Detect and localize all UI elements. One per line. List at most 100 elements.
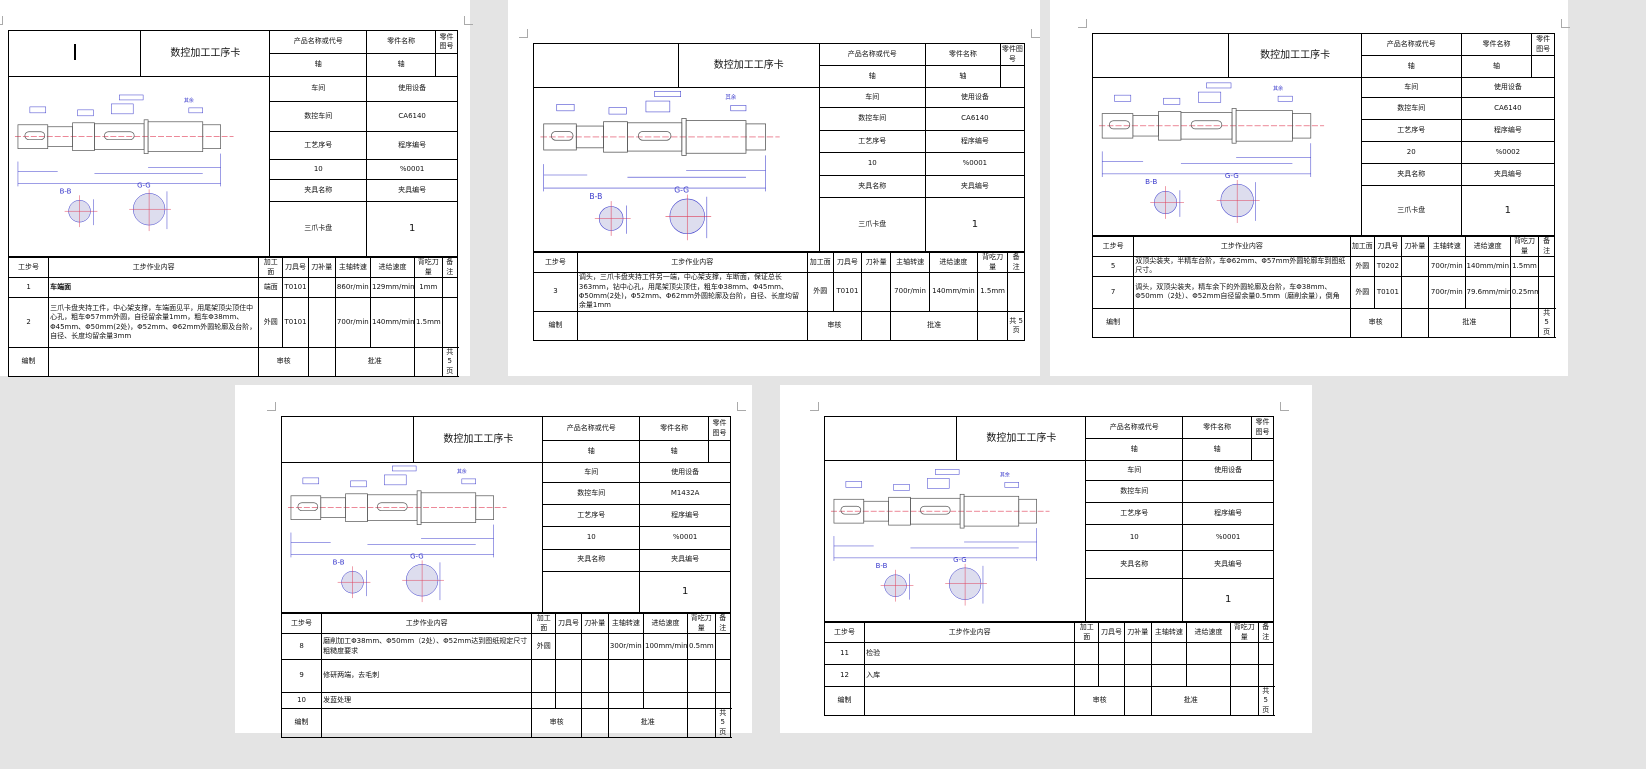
process-no-value: 10 xyxy=(1085,524,1184,551)
machining-surface: 外圆 xyxy=(1349,275,1376,309)
document-page: 数控加工工序卡 产品名称或代号 零件名称 零件图号 轴轴 xyxy=(1050,0,1570,376)
label-author: 编制 xyxy=(280,708,323,739)
part-no-value xyxy=(707,440,731,463)
section-label-b: B-B xyxy=(1145,177,1157,186)
label-product: 产品名称或代号 xyxy=(542,416,641,441)
part-no-value xyxy=(1250,438,1274,461)
spindle-speed xyxy=(1150,642,1188,665)
shaft-drawing: B-B G-G 其余 xyxy=(540,90,780,241)
label-equipment: 使用设备 xyxy=(1460,77,1556,98)
label-author: 编制 xyxy=(533,310,578,342)
table-row[interactable]: 11 检验 xyxy=(823,642,1274,665)
feed-rate: 129mm/min xyxy=(370,277,415,298)
step-no: 1 xyxy=(7,277,50,298)
column-header: 主轴转速 xyxy=(1428,236,1466,257)
cut-depth xyxy=(1229,664,1259,687)
machining-surface xyxy=(531,659,557,694)
label-part-no: 零件图号 xyxy=(1531,33,1555,56)
product-value: 轴 xyxy=(542,440,641,463)
steps-table: 工步号 工步作业内容 加工面 刀具号 刀补量 主轴转速 进给速度 背吃刀量 备注 1 车端面 端面 T0… xyxy=(7,257,458,378)
remark xyxy=(1007,272,1025,312)
review-value xyxy=(1400,307,1430,339)
tool-no xyxy=(555,633,582,661)
table-row[interactable]: 9 修研两端，去毛刺 xyxy=(280,659,731,694)
table-row[interactable]: 2 三爪卡盘夹持工件，中心架支撑，车端面见平，用尾架顶尖顶住中心孔，粗车Φ57mm… xyxy=(7,297,458,348)
step-content: 双顶尖装夹，半精车台阶，车Φ62mm、Φ57mm外圆轮廓车到图纸尺寸。 xyxy=(1133,256,1351,277)
remark xyxy=(714,659,731,694)
author-value xyxy=(1133,307,1351,339)
tool-no xyxy=(1098,664,1125,687)
tool-offset xyxy=(1400,275,1430,309)
label-product: 产品名称或代号 xyxy=(269,30,368,54)
equipment-value: M1432A xyxy=(639,482,731,506)
label-program-no: 程序编号 xyxy=(1182,502,1274,525)
column-header: 备注 xyxy=(1538,236,1555,257)
crop-mark xyxy=(1561,19,1570,28)
table-row[interactable]: 12 入库 xyxy=(823,664,1274,687)
table-row[interactable]: 7 调头，双顶尖装夹，精车余下的外圆轮廓及台阶，车Φ38mm、Φ50mm（2处）、… xyxy=(1091,275,1555,309)
equipment-value: CA6140 xyxy=(924,107,1026,131)
roughness-note: 其余 xyxy=(725,93,736,101)
machining-surface: 端面 xyxy=(258,277,284,298)
column-header: 刀具号 xyxy=(1374,236,1402,257)
label-fixture-name: 夹具名称 xyxy=(269,179,368,202)
cut-depth xyxy=(686,692,716,710)
program-no-value: %0001 xyxy=(924,152,1026,176)
column-header: 进给速度 xyxy=(643,613,688,635)
label-process-no: 工艺序号 xyxy=(818,129,926,154)
table-row[interactable]: 8 磨削加工Φ38mm、Φ50mm（2处）、Φ52mm达到图纸规定尺寸粗糙度要求外… xyxy=(280,633,731,661)
equipment-value: CA6140 xyxy=(1460,97,1556,120)
author-value xyxy=(576,310,808,342)
step-no: 8 xyxy=(280,633,323,661)
review-value xyxy=(861,310,892,342)
label-process-no: 工艺序号 xyxy=(269,131,368,160)
machining-surface xyxy=(531,692,557,710)
label-process-no: 工艺序号 xyxy=(1360,119,1462,142)
table-row[interactable]: 1 车端面 端面 T0101 860r/min 129mm/min 1mm xyxy=(7,277,458,298)
fixture-value: 三爪卡盘 xyxy=(269,201,368,257)
fixture-no-value: 1 xyxy=(1460,185,1556,236)
card-title: 数控加工工序卡 xyxy=(1228,33,1362,78)
spindle-speed xyxy=(607,692,645,710)
label-review: 审核 xyxy=(1074,685,1125,717)
step-content: 调头，双顶尖装夹，精车余下的外圆轮廓及台阶，车Φ38mm、Φ50mm（2处）、Φ… xyxy=(1133,275,1351,309)
label-part-name: 零件名称 xyxy=(366,30,436,54)
section-label-b: B-B xyxy=(333,558,345,566)
process-no-value: 10 xyxy=(818,152,926,176)
roughness-note: 其余 xyxy=(457,468,467,475)
tool-no: T0202 xyxy=(1374,256,1402,277)
feed-rate xyxy=(1186,664,1231,687)
column-header: 工步作业内容 xyxy=(864,622,1076,643)
table-row[interactable]: 5 双顶尖装夹，半精车台阶，车Φ62mm、Φ57mm外圆轮廓车到图纸尺寸。 外圆 T0… xyxy=(1091,256,1555,277)
column-header: 工步作业内容 xyxy=(48,257,260,278)
review-value xyxy=(580,708,609,739)
tool-offset xyxy=(307,277,336,298)
fixture-value: 三爪卡盘 xyxy=(818,197,926,253)
approve-value xyxy=(1509,307,1540,339)
product-value: 轴 xyxy=(818,65,926,88)
section-label-g: G-G xyxy=(137,181,151,189)
label-program-no: 程序编号 xyxy=(1460,119,1556,142)
label-workshop: 车间 xyxy=(1360,77,1462,98)
step-no: 9 xyxy=(280,659,323,694)
drawing-area: B-B G-G 其余 xyxy=(1092,77,1362,236)
column-header: 工步作业内容 xyxy=(1133,236,1351,257)
step-no: 11 xyxy=(823,642,866,665)
process-card: 数控加工工序卡 产品名称或代号 零件名称 零件图号 轴轴 xyxy=(533,43,1026,342)
steps-table: 工步号 工步作业内容 加工面 刀具号 刀补量 主轴转速 进给速度 背吃刀量 备注 3 调头，三爪卡盘… xyxy=(533,252,1025,342)
tool-no: T0101 xyxy=(282,297,309,348)
label-review: 审核 xyxy=(1349,307,1402,339)
column-header: 刀具号 xyxy=(555,613,582,635)
column-header: 背吃刀量 xyxy=(976,252,1009,274)
card-title: 数控加工工序卡 xyxy=(413,416,544,463)
step-no: 7 xyxy=(1091,275,1135,309)
step-no: 2 xyxy=(7,297,50,348)
document-page: 数控加工工序卡 产品名称或代号 零件名称 零件图号 轴轴 xyxy=(0,0,473,378)
column-header: 加工面 xyxy=(1074,622,1100,643)
table-row[interactable]: 3 调头，三爪卡盘夹持工件另一端，中心架支撑，车断面，保证总长363mm，钻中心孔… xyxy=(533,272,1025,312)
column-header: 进给速度 xyxy=(370,257,415,278)
table-row[interactable]: 10 发蓝处理 xyxy=(280,692,731,710)
column-header: 加工面 xyxy=(258,257,284,278)
fixture-no-value: 1 xyxy=(366,201,458,257)
